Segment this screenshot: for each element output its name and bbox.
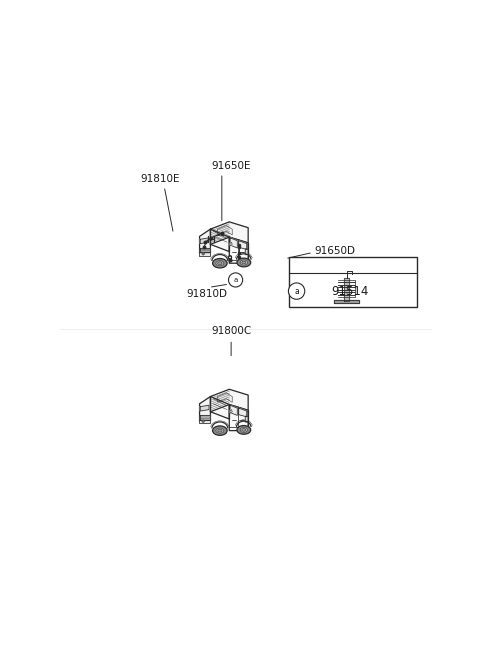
FancyBboxPatch shape [289, 257, 417, 307]
Polygon shape [229, 242, 232, 246]
Polygon shape [200, 396, 210, 420]
Ellipse shape [237, 258, 251, 267]
Polygon shape [200, 248, 210, 253]
Polygon shape [200, 405, 209, 411]
Text: 91810D: 91810D [186, 289, 228, 299]
Ellipse shape [218, 429, 222, 432]
Ellipse shape [216, 428, 224, 433]
Polygon shape [344, 277, 349, 300]
Circle shape [228, 256, 232, 259]
Ellipse shape [240, 260, 247, 265]
Polygon shape [247, 411, 248, 416]
Polygon shape [210, 396, 229, 419]
Polygon shape [200, 238, 209, 243]
Polygon shape [229, 237, 248, 263]
Polygon shape [210, 389, 248, 412]
Polygon shape [229, 405, 248, 430]
Text: a: a [228, 255, 232, 260]
Polygon shape [230, 405, 237, 415]
Polygon shape [200, 229, 210, 253]
Polygon shape [245, 416, 248, 422]
Text: 91650E: 91650E [211, 161, 251, 171]
Ellipse shape [216, 260, 224, 266]
Polygon shape [199, 420, 210, 423]
Polygon shape [247, 243, 248, 249]
Polygon shape [239, 408, 247, 417]
Circle shape [288, 283, 305, 299]
Polygon shape [230, 238, 237, 248]
Polygon shape [229, 409, 232, 413]
Ellipse shape [242, 428, 246, 431]
Polygon shape [210, 229, 229, 252]
Ellipse shape [213, 426, 227, 436]
Polygon shape [199, 253, 210, 256]
Circle shape [203, 253, 204, 255]
Polygon shape [335, 300, 359, 302]
Ellipse shape [218, 262, 222, 264]
Text: 91810E: 91810E [141, 174, 180, 184]
Polygon shape [218, 226, 232, 235]
Ellipse shape [237, 426, 251, 434]
Text: 91800C: 91800C [211, 326, 251, 336]
Text: 91650D: 91650D [315, 246, 356, 256]
Polygon shape [242, 260, 248, 264]
Text: a: a [294, 287, 299, 296]
Polygon shape [245, 249, 248, 255]
Circle shape [203, 420, 204, 422]
Ellipse shape [240, 427, 247, 432]
Text: a: a [233, 277, 238, 283]
Polygon shape [218, 393, 232, 402]
Polygon shape [200, 415, 210, 420]
Circle shape [228, 273, 243, 287]
Polygon shape [239, 241, 247, 249]
Polygon shape [242, 427, 248, 432]
Ellipse shape [242, 261, 246, 264]
Circle shape [202, 420, 204, 422]
Text: 91514: 91514 [332, 285, 369, 298]
Ellipse shape [213, 258, 227, 268]
Polygon shape [210, 222, 248, 245]
Circle shape [202, 253, 204, 255]
